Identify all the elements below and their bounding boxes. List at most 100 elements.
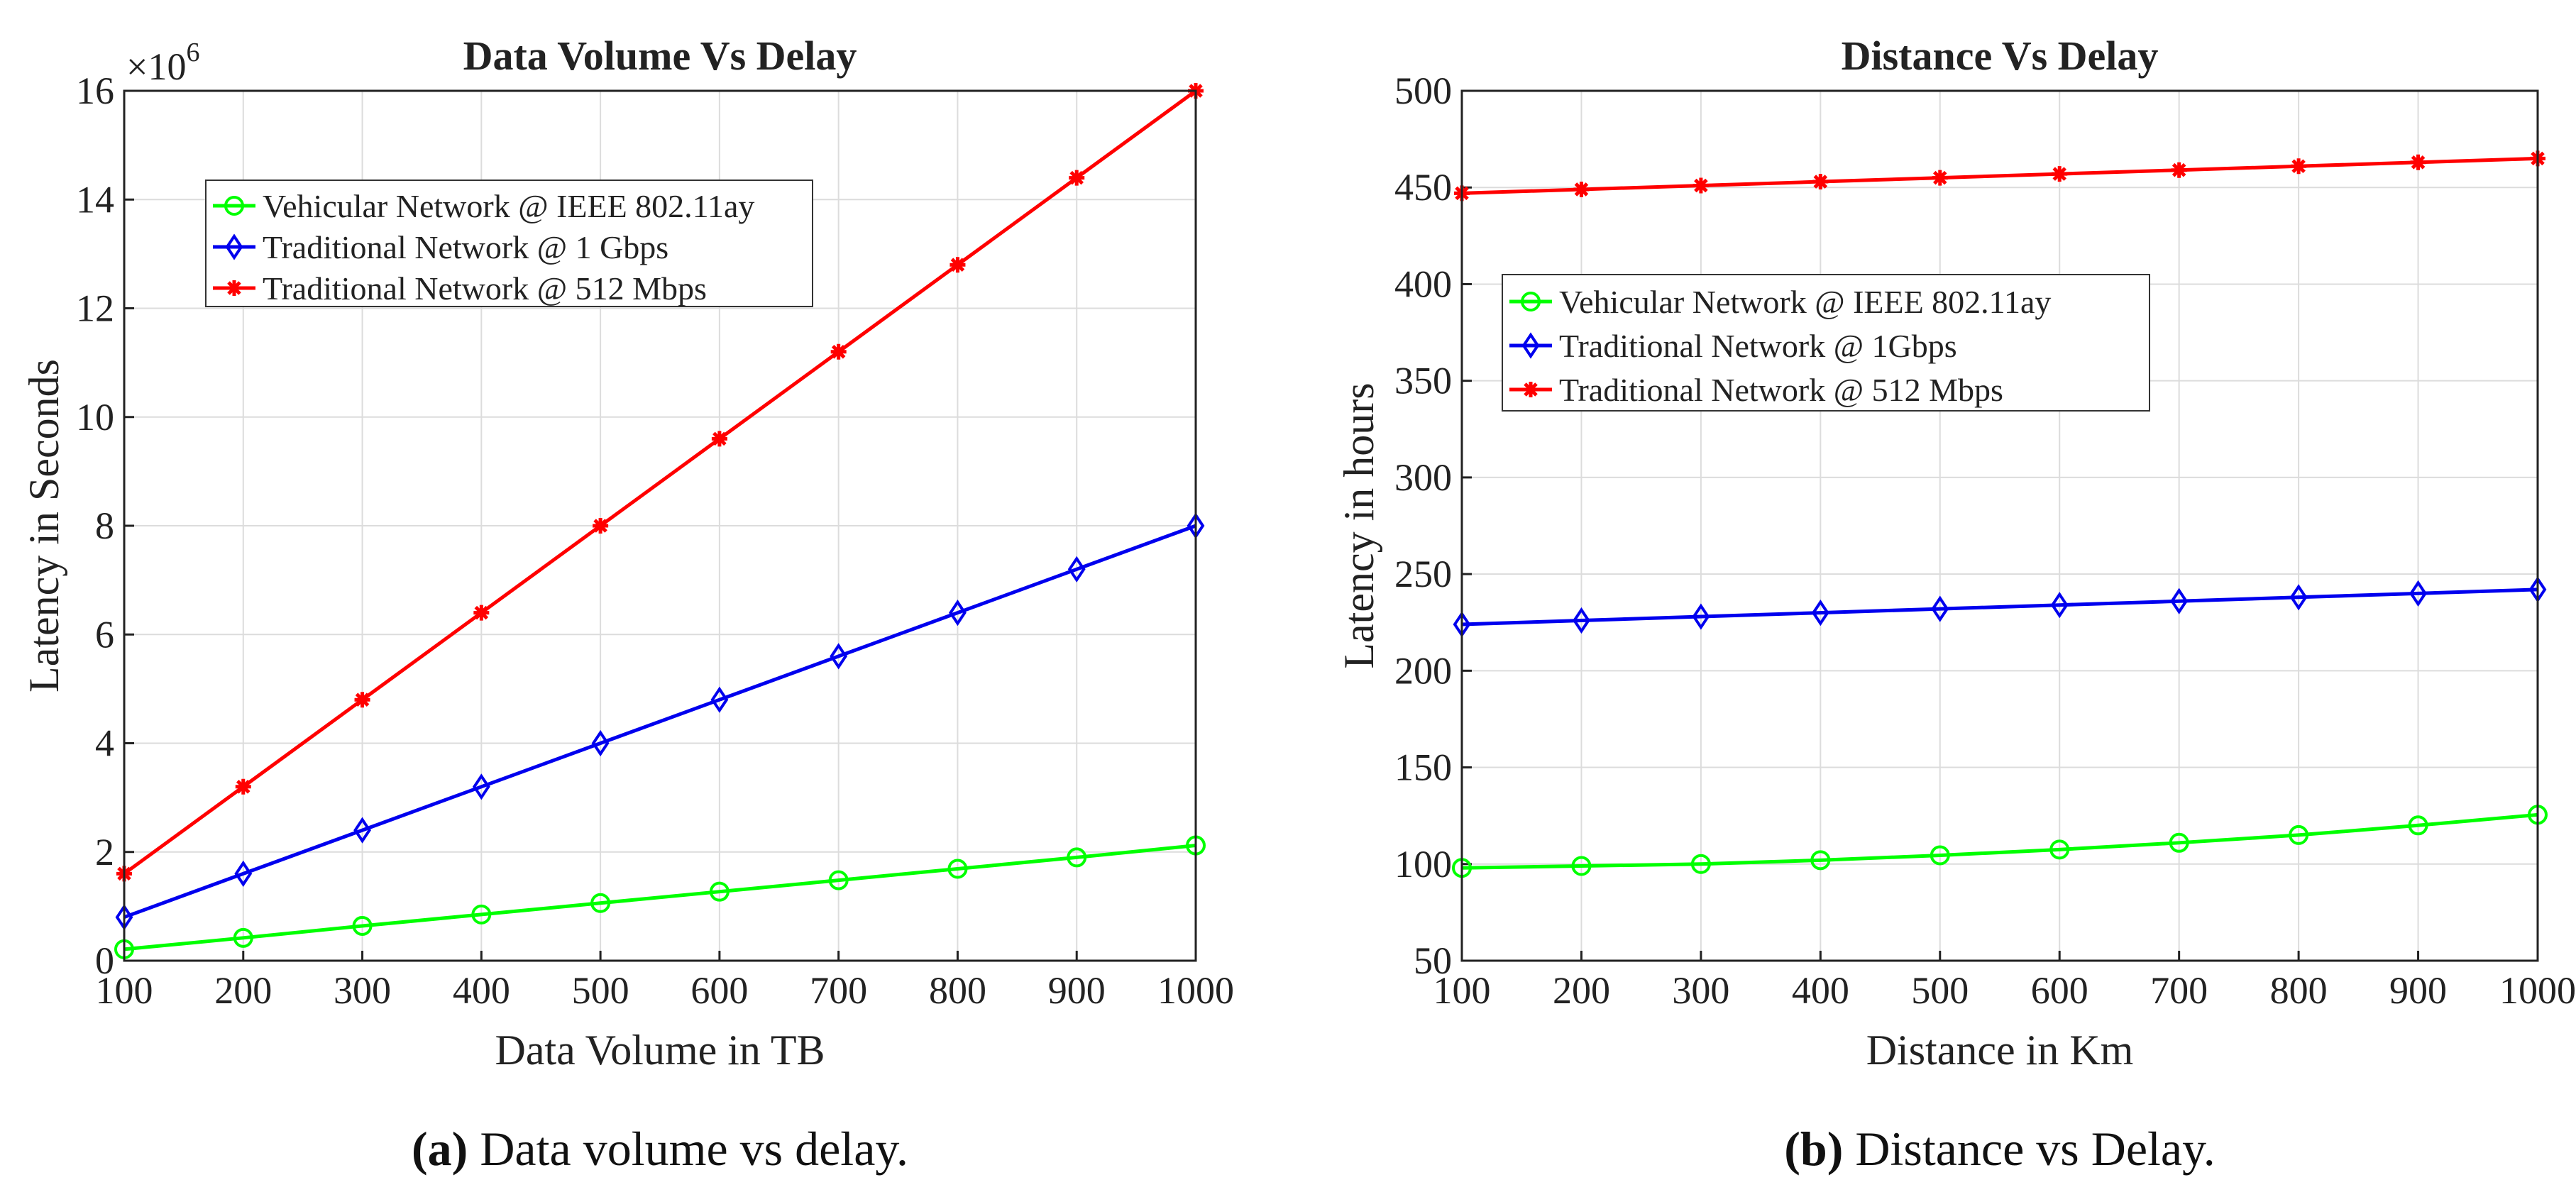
legend-marker (224, 196, 244, 216)
legend-entry: Traditional Network @ 512 Mbps (1509, 372, 2003, 408)
data-point (2289, 824, 2309, 845)
data-point (353, 817, 371, 844)
y-tick-label: 400 (1394, 263, 1452, 305)
data-point (947, 859, 968, 879)
data-point (473, 605, 490, 621)
data-point (1932, 170, 1948, 186)
series-asterisk (1454, 150, 2545, 202)
data-point (949, 599, 967, 627)
legend-label: Traditional Network @ 1Gbps (1559, 328, 1957, 364)
y-tick-label: 16 (76, 70, 114, 112)
data-point (2171, 162, 2187, 178)
series-line (1461, 812, 2538, 870)
data-point (354, 692, 370, 708)
legend-entry: Traditional Network @ 1 Gbps (213, 229, 668, 265)
data-point (590, 893, 611, 913)
data-point (1690, 854, 1711, 874)
data-point (1931, 595, 1949, 622)
y-tick-label: 4 (95, 722, 114, 765)
x-tick-label: 1000 (1157, 969, 1234, 1012)
legend-marker (1521, 332, 1540, 359)
legend-marker (226, 280, 242, 296)
x-tick-label: 900 (1048, 969, 1106, 1012)
caption-a: (a) Data volume vs delay. (412, 1122, 908, 1176)
chart-a-xlabel: Data Volume in TB (495, 1027, 825, 1074)
y-tick-label: 2 (95, 831, 114, 873)
data-point (471, 904, 492, 925)
y-tick-label: 14 (76, 178, 114, 221)
data-point (593, 518, 609, 534)
data-point (235, 778, 251, 795)
x-tick-label: 600 (2031, 969, 2088, 1012)
series-line (1461, 156, 2538, 195)
y-tick-label: 0 (95, 939, 114, 982)
chart-a-title: Data Volume Vs Delay (463, 33, 857, 79)
data-point (1692, 177, 1709, 194)
chart-b-ylabel: Latency in hours (1336, 382, 1382, 668)
data-point (1812, 174, 1829, 190)
chart-b-title: Distance Vs Delay (1842, 33, 2159, 79)
x-tick-label: 400 (1792, 969, 1849, 1012)
data-point (591, 729, 610, 757)
chart-b-legend: Vehicular Network @ IEEE 802.11ay Traditi… (1502, 274, 2150, 412)
chart-data-volume-vs-delay: Data Volume Vs Delay ×106 100 200 300 400 50… (21, 33, 1234, 1074)
chart-a-frame (123, 89, 1197, 962)
y-tick-label: 50 (1414, 939, 1452, 982)
data-point (2170, 587, 2189, 614)
legend-entry: Traditional Network @ 512 Mbps (213, 270, 707, 307)
legend-label: Traditional Network @ 512 Mbps (263, 270, 707, 307)
data-point (1573, 181, 1590, 197)
data-point (2289, 584, 2308, 611)
data-point (1692, 603, 1710, 630)
y-tick-label: 350 (1394, 360, 1452, 402)
chart-a-series (114, 83, 1206, 959)
series-line (123, 524, 1196, 920)
legend-marker (1521, 292, 1541, 311)
data-point (1811, 599, 1829, 627)
legend-label: Traditional Network @ 512 Mbps (1559, 372, 2003, 408)
data-point (2291, 158, 2307, 175)
data-point (1573, 607, 1590, 634)
legend-entry: Traditional Network @ 1Gbps (1509, 328, 1957, 364)
data-point (2049, 839, 2070, 860)
x-tick-label: 500 (1911, 969, 1969, 1012)
legend-marker (1523, 382, 1539, 397)
x-tick-label: 300 (1672, 969, 1729, 1012)
x-tick-label: 100 (96, 969, 153, 1012)
series-circle (1452, 805, 2548, 878)
y-tick-label: 200 (1394, 649, 1452, 692)
y-tick-label: 8 (95, 504, 114, 547)
chart-a-legend-box (205, 180, 813, 307)
y-tick-label: 10 (76, 396, 114, 438)
series-diamond (1453, 576, 2547, 638)
data-point (472, 773, 490, 800)
x-tick-label: 800 (2270, 969, 2328, 1012)
data-point (709, 881, 730, 902)
data-point (1067, 847, 1087, 868)
y-tick-label: 12 (76, 287, 114, 330)
data-point (2169, 832, 2189, 853)
y-tick-label: 150 (1394, 746, 1452, 789)
chart-a-tick-labels: 100 200 300 400 500 600 700 800 900 1000 0 2 4 6 8 10 12… (76, 70, 1234, 1012)
legend-entry: Vehicular Network @ IEEE 802.11ay (213, 188, 754, 224)
x-tick-label: 900 (2389, 969, 2447, 1012)
x-tick-label: 200 (214, 969, 272, 1012)
data-point (2052, 166, 2068, 182)
data-point (352, 915, 373, 936)
series-circle (114, 835, 1206, 959)
caption-b: (b) Distance vs Delay. (1784, 1122, 2215, 1176)
data-point (1810, 850, 1831, 871)
y-tick-label: 250 (1394, 553, 1452, 595)
chart-b-tick-labels: 100 200 300 400 500 600 700 800 900 1000501001502… (1394, 70, 2576, 1012)
data-point (1930, 845, 1950, 866)
x-tick-label: 800 (929, 969, 986, 1012)
data-point (950, 257, 966, 273)
series-line (123, 844, 1196, 951)
chart-a-exponent: ×106 (126, 38, 199, 88)
data-point (711, 431, 727, 447)
y-tick-label: 300 (1394, 456, 1452, 499)
x-tick-label: 700 (810, 969, 867, 1012)
chart-distance-vs-delay: Distance Vs Delay 100 200 300 400 500 600 700 8… (1336, 33, 2576, 1074)
data-point (1069, 170, 1085, 186)
